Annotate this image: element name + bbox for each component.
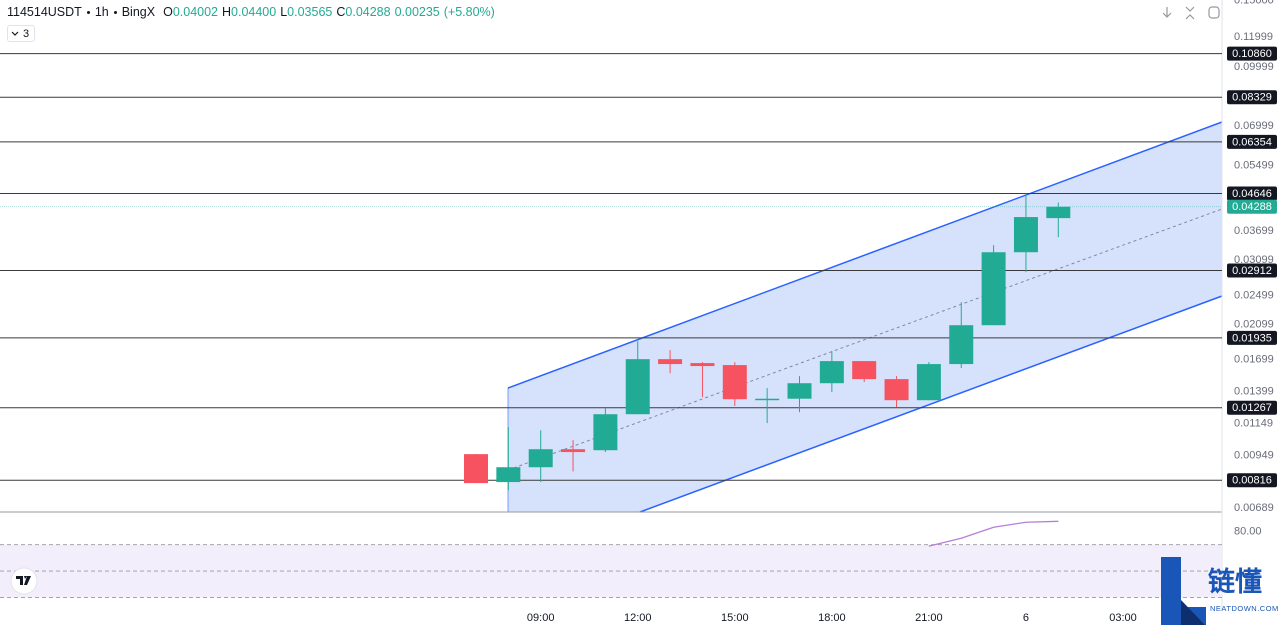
candle-body <box>496 467 521 483</box>
x-tick-label: 15:00 <box>721 612 749 624</box>
level-label-bg <box>1227 263 1277 278</box>
level-label: 0.08329 <box>1232 92 1272 104</box>
channel-lower <box>639 295 1223 513</box>
ohlc-value: 0.04002 <box>172 5 218 19</box>
x-tick-label: 12:00 <box>624 612 652 624</box>
rsi-line <box>928 520 1059 547</box>
legend-header: 114514USDT 1h BingX O0.04002 H0.04400 L0.0… <box>7 5 495 19</box>
candle-body <box>464 454 488 484</box>
exchange: BingX <box>121 5 156 19</box>
candle-body <box>884 379 909 401</box>
watermark-site: NEATDOWN.COM <box>1210 604 1279 613</box>
ohlc-value: 0.04288 <box>345 5 391 19</box>
y-tick-label: 0.03099 <box>1234 254 1274 266</box>
last-price-label: 0.04288 <box>1232 201 1272 213</box>
y-tick-label: 0.01149 <box>1234 418 1273 430</box>
level-label: 0.00816 <box>1232 475 1272 487</box>
separator <box>86 10 90 14</box>
x-tick-label: 18:00 <box>818 612 846 624</box>
y-tick-label: 80.00 <box>1234 525 1262 537</box>
ohlc-label: L <box>280 5 288 19</box>
ohlc-label: C <box>336 5 346 19</box>
candle-body <box>690 363 715 367</box>
level-label: 0.01267 <box>1232 402 1272 414</box>
y-tick-label: 0.03699 <box>1234 225 1274 237</box>
tv-logo[interactable] <box>10 567 38 595</box>
channel-upper <box>507 121 1223 389</box>
last-price-label-bg <box>1227 199 1277 214</box>
candle-body <box>1046 206 1071 219</box>
y-tick-label: 0.01699 <box>1234 353 1274 365</box>
level-label-bg <box>1227 90 1277 105</box>
ohlc-value: 0.04400 <box>231 5 277 19</box>
ohlc: O0.04002 H0.04400 L0.03565 C0.04288 <box>159 5 391 19</box>
tv-logo-mark <box>16 576 31 585</box>
watermark-l <box>1161 557 1206 625</box>
symbol: 114514USDT <box>7 5 82 19</box>
change: 0.00235 <box>394 5 440 19</box>
tv-logo-circle <box>10 567 38 595</box>
icon-maximize[interactable] <box>1208 6 1220 19</box>
level-label-bg <box>1227 186 1277 201</box>
candle-body <box>755 398 780 401</box>
candle-body <box>593 414 618 451</box>
channel-fill <box>508 122 1222 512</box>
candle-body <box>528 449 553 468</box>
indicator-toggle[interactable]: 3 <box>7 25 35 42</box>
level-label-bg <box>1227 473 1277 488</box>
candle-body <box>561 449 586 453</box>
change-pct: (+5.80%) <box>443 5 495 19</box>
icon-down[interactable] <box>1162 7 1172 18</box>
x-tick-label: 03:00 <box>1109 612 1137 624</box>
candle-body <box>787 383 812 399</box>
y-tick-label: 0.06999 <box>1234 120 1274 132</box>
candle-body <box>981 252 1006 326</box>
ohlc-label: H <box>222 5 232 19</box>
interval: 1h <box>94 5 109 19</box>
watermark-name: 链懂 <box>1208 566 1262 597</box>
candle-body <box>625 359 650 415</box>
y-tick-label: 0.11999 <box>1234 31 1273 43</box>
level-label: 0.06354 <box>1232 136 1272 148</box>
x-tick-label: 09:00 <box>527 612 555 624</box>
level-label: 0.01935 <box>1232 332 1272 344</box>
ohlc-value: 0.03565 <box>287 5 333 19</box>
chevron <box>11 31 19 36</box>
level-label: 0.02912 <box>1232 265 1272 277</box>
separator <box>113 10 117 14</box>
y-tick-label: 0.01399 <box>1234 385 1274 397</box>
level-label-bg <box>1227 400 1277 415</box>
level-label-bg <box>1227 330 1277 345</box>
indicator-count: 3 <box>23 27 30 40</box>
candle-body <box>949 325 974 365</box>
y-tick-label: 0.00949 <box>1234 449 1274 461</box>
x-tick-label: 6 <box>1023 612 1029 624</box>
watermark-l-shade <box>1181 600 1205 625</box>
y-tick-label: 0.00689 <box>1234 502 1274 514</box>
y-tick-label: 0.05499 <box>1234 160 1274 172</box>
candle-body <box>1013 217 1038 253</box>
icon-collapse[interactable] <box>1185 6 1195 20</box>
level-label-bg <box>1227 134 1277 149</box>
candle-body <box>722 365 747 400</box>
y-tick-label: 0.02099 <box>1234 318 1274 330</box>
level-label: 0.10860 <box>1232 48 1272 60</box>
channel-mid <box>507 208 1223 471</box>
candle-body <box>658 359 683 365</box>
candle-body <box>916 364 941 401</box>
candle-body <box>819 361 844 384</box>
x-tick-label: 21:00 <box>915 612 943 624</box>
y-tick-label: 0.09999 <box>1234 61 1274 73</box>
y-tick-label: 0.15000 <box>1234 0 1274 6</box>
level-label-bg <box>1227 46 1277 61</box>
level-label: 0.04646 <box>1232 188 1272 200</box>
ohlc-label: O <box>163 5 173 19</box>
y-tick-label: 0.02499 <box>1234 290 1274 302</box>
candle-body <box>852 361 877 380</box>
toolbar-icons[interactable] <box>1162 6 1220 20</box>
